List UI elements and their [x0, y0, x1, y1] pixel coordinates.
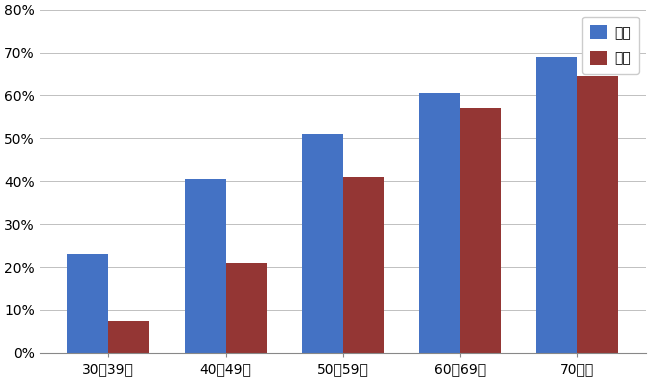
Bar	[68, 254, 109, 353]
Bar	[226, 263, 266, 353]
Bar	[419, 93, 460, 353]
Bar	[460, 108, 501, 353]
Bar	[109, 321, 150, 353]
Bar	[577, 76, 618, 353]
Bar	[536, 57, 577, 353]
Bar	[343, 177, 384, 353]
Bar	[302, 134, 343, 353]
Bar	[185, 179, 226, 353]
Legend: 男性, 女性: 男性, 女性	[582, 17, 639, 74]
